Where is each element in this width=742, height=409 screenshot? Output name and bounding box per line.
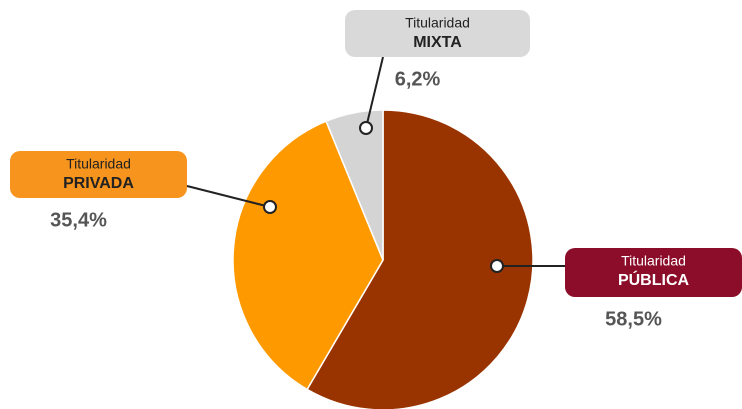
category-label: MIXTA [413, 34, 462, 51]
connector-line [365, 56, 384, 129]
pie-slice [306, 109, 534, 409]
category-label: PRIVADA [63, 175, 134, 192]
value-label: 58,5% [605, 308, 662, 330]
label-box [10, 151, 187, 198]
connector-dot [490, 259, 504, 273]
label-prefix: Titularidad [66, 156, 131, 172]
value-label: 6,2% [395, 68, 441, 90]
pie-slice [325, 109, 384, 261]
label-box [565, 248, 742, 297]
connector-dot [359, 121, 373, 135]
category-label: PÚBLICA [618, 270, 690, 289]
connector-line [186, 185, 271, 208]
label-box [345, 10, 530, 57]
label-prefix: Titularidad [621, 253, 686, 269]
connector-dot [263, 200, 277, 214]
value-label: 35,4% [50, 209, 107, 231]
pie-slice [232, 120, 384, 391]
label-prefix: Titularidad [405, 15, 470, 31]
